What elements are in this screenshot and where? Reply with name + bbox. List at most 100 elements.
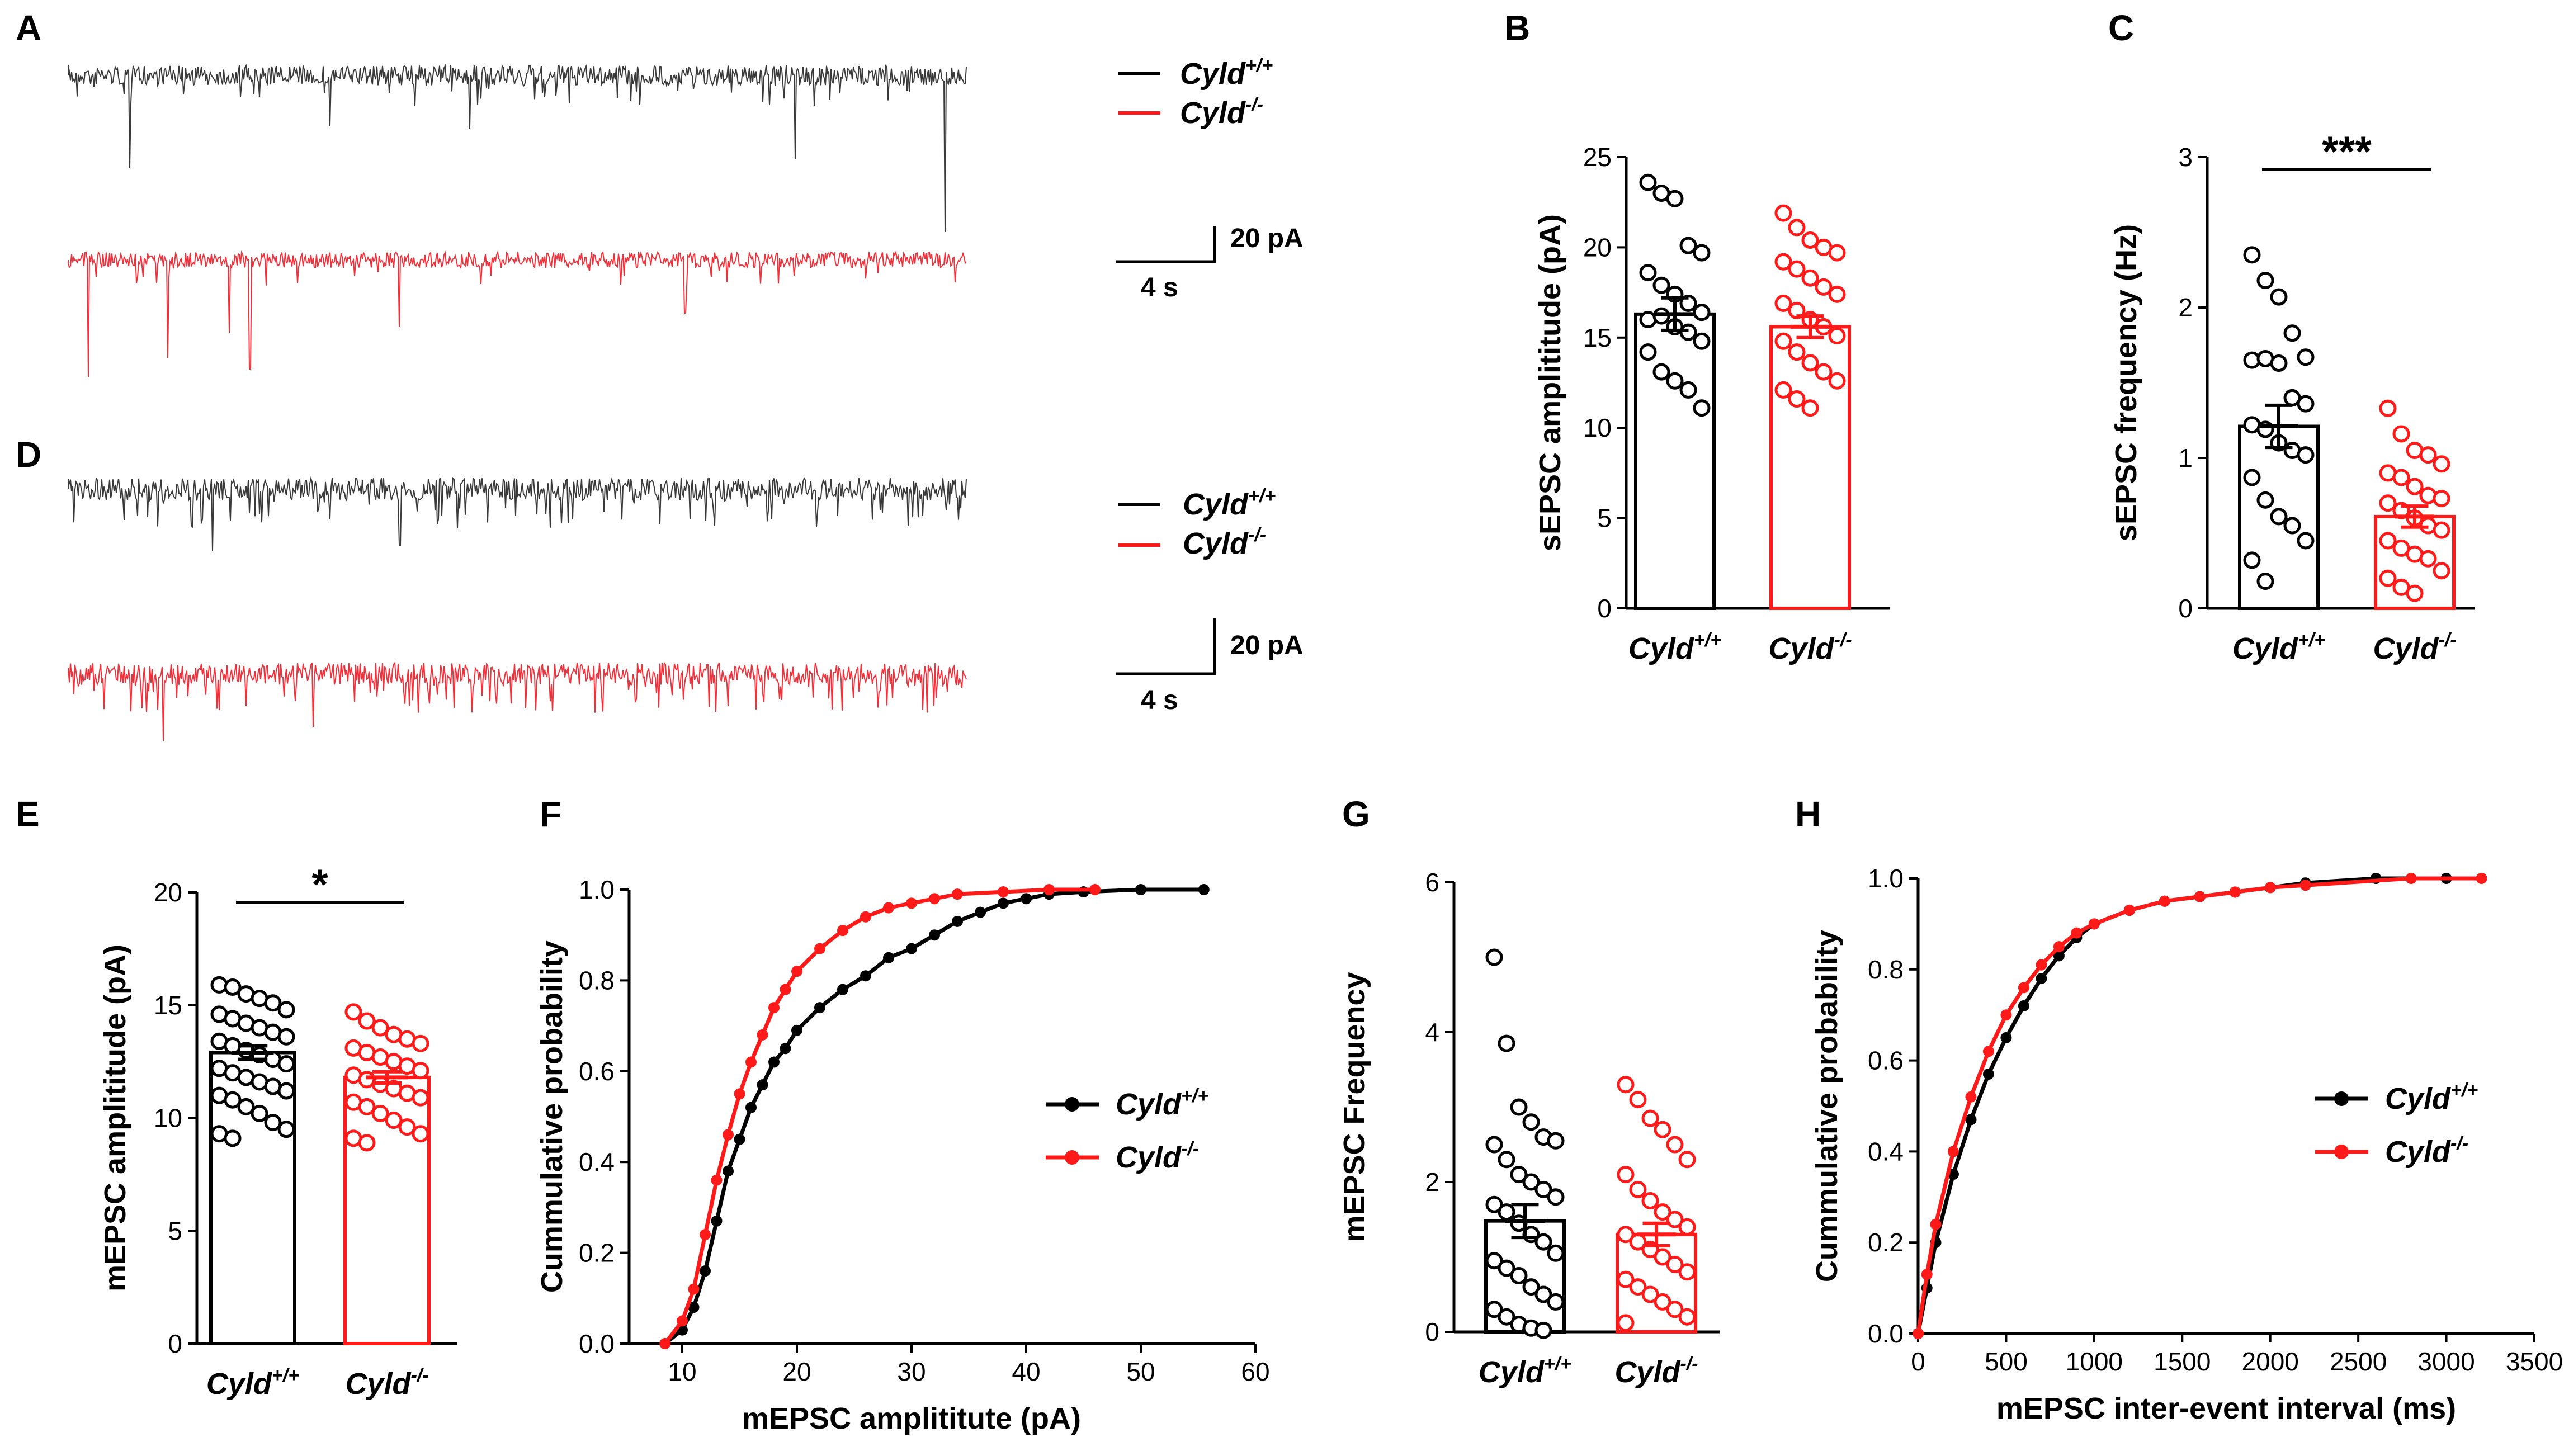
point-ko xyxy=(1629,1091,1647,1109)
cdf-point-wt xyxy=(1965,1114,1977,1126)
cdf-point-ko xyxy=(883,902,894,914)
y-axis-label: Cummulative probability xyxy=(1810,930,1844,1282)
x-tick-label: 0 xyxy=(1911,1347,1925,1376)
point-ko xyxy=(385,1112,403,1129)
x-tick-label: 1500 xyxy=(2154,1347,2211,1376)
panel-label-f: F xyxy=(540,794,561,834)
x-tick-label: 3500 xyxy=(2506,1347,2563,1376)
point-wt xyxy=(1679,381,1697,399)
legend-d: Cyld+/+ Cyld-/- xyxy=(1118,485,1276,560)
point-ko xyxy=(358,1134,376,1152)
scale-bar-d-y: 20 pA xyxy=(1230,631,1304,660)
point-ko xyxy=(1774,332,1792,350)
cdf-point-ko xyxy=(780,984,791,995)
y-tick-label: 0.8 xyxy=(579,966,615,995)
cdf-point-ko xyxy=(711,1174,723,1186)
panel-label-d: D xyxy=(16,434,41,475)
panel-g-mepsc-frequency: 0 2 4 6 mEPSC Frequency Cyld+/+ Cyld-/- xyxy=(1338,868,1720,1389)
y-tick-label: 10 xyxy=(154,1104,182,1133)
panel-label-c: C xyxy=(2108,8,2134,48)
cdf-point-wt xyxy=(814,1002,825,1014)
point-wt xyxy=(1522,1278,1540,1296)
legend-a-wt-label: Cyld+/+ xyxy=(1180,55,1273,91)
point-ko xyxy=(1788,343,1806,361)
point-ko xyxy=(412,1125,429,1143)
point-wt xyxy=(277,1055,295,1073)
cdf-line-ko xyxy=(1916,876,2482,1334)
cdf-point-ko xyxy=(677,1315,688,1327)
cdf-point-wt xyxy=(768,1056,780,1068)
point-ko xyxy=(1828,372,1846,390)
point-wt xyxy=(277,1121,295,1138)
cdf-point-ko xyxy=(791,966,802,977)
point-ko xyxy=(1629,1278,1647,1296)
point-wt xyxy=(277,1082,295,1100)
y-tick-label: 5 xyxy=(168,1216,182,1245)
cdf-point-wt xyxy=(883,952,894,963)
cdf-point-ko xyxy=(2088,918,2100,930)
x-tick-label-wt: Cyld+/+ xyxy=(1628,630,1721,665)
y-tick-label: 2 xyxy=(2178,293,2193,322)
point-wt xyxy=(1498,1034,1515,1052)
y-tick-label: 2 xyxy=(1425,1167,1439,1197)
point-wt xyxy=(1679,294,1697,312)
point-wt xyxy=(2297,395,2315,413)
cdf-point-ko xyxy=(2264,882,2276,894)
cdf-point-ko xyxy=(2229,886,2241,898)
point-wt xyxy=(2270,354,2288,372)
point-wt xyxy=(1485,1301,1503,1318)
cdf-point-ko xyxy=(2018,982,2029,994)
cdf-point-ko xyxy=(2036,959,2047,971)
x-tick-label: 2500 xyxy=(2330,1347,2387,1376)
cdf-point-wt xyxy=(2053,950,2065,962)
point-wt xyxy=(1498,1259,1515,1277)
panel-label-b: B xyxy=(1504,8,1530,48)
cdf-point-ko xyxy=(1947,1146,1959,1157)
cdf-point-wt xyxy=(711,1215,723,1227)
cdf-point-wt xyxy=(791,1024,802,1036)
x-tick-label-wt: Cyld+/+ xyxy=(206,1365,299,1401)
cdf-point-ko xyxy=(2299,880,2311,891)
point-ko xyxy=(1617,1270,1635,1288)
panel-f-amplitude-cdf: 0.0 0.2 0.4 0.6 0.8 1.0 10 20 30 40 50 60 mEPSC ampl… xyxy=(535,875,1270,1435)
point-wt xyxy=(1498,1151,1515,1169)
y-tick-label: 20 xyxy=(1583,233,1612,262)
x-tick-label: 2000 xyxy=(2242,1347,2299,1376)
point-wt xyxy=(2256,420,2274,438)
point-ko xyxy=(1617,1314,1635,1332)
panel-label-e: E xyxy=(16,794,40,834)
panel-h-interval-cdf: 0.0 0.2 0.4 0.6 0.8 1.0 0 500 1000 1500 2000 2500 30… xyxy=(1810,864,2563,1425)
cdf-point-ko xyxy=(837,925,848,937)
cdf-point-ko xyxy=(998,886,1009,898)
cdf-point-ko xyxy=(688,1283,700,1295)
y-tick-label: 0 xyxy=(2178,594,2193,623)
point-ko xyxy=(1788,301,1806,319)
significance-marker: * xyxy=(311,861,328,909)
legend-d-wt-label: Cyld+/+ xyxy=(1183,485,1276,521)
point-wt xyxy=(1485,1136,1503,1154)
point-ko xyxy=(1828,285,1846,303)
point-wt xyxy=(1534,1180,1552,1198)
point-ko xyxy=(2392,469,2410,486)
cdf-point-ko xyxy=(2071,927,2083,939)
y-tick-label: 1.0 xyxy=(1868,864,1904,893)
point-wt xyxy=(264,994,282,1012)
point-ko xyxy=(2419,550,2437,568)
scale-bar-a-lines xyxy=(1116,226,1216,263)
point-wt xyxy=(1666,190,1684,207)
point-ko xyxy=(1788,390,1806,408)
legend-marker-wt xyxy=(1065,1097,1079,1112)
y-tick-label: 20 xyxy=(154,878,182,907)
point-ko xyxy=(1617,1226,1635,1244)
cdf-point-ko xyxy=(1913,1328,1924,1339)
y-tick-label: 0.6 xyxy=(579,1057,615,1086)
point-ko xyxy=(2419,446,2437,464)
y-tick-label: 0 xyxy=(1597,594,1612,623)
point-ko xyxy=(1654,1121,1671,1138)
point-ko xyxy=(2433,455,2450,473)
point-ko xyxy=(1774,381,1792,399)
point-wt xyxy=(1693,304,1711,322)
point-ko xyxy=(1654,1293,1671,1311)
point-wt xyxy=(1639,343,1657,361)
panel-c-sepsc-frequency: 0 1 2 3 sEPSC frequency (Hz) Cyld+/+ Cyld-/- **… xyxy=(2109,128,2475,665)
